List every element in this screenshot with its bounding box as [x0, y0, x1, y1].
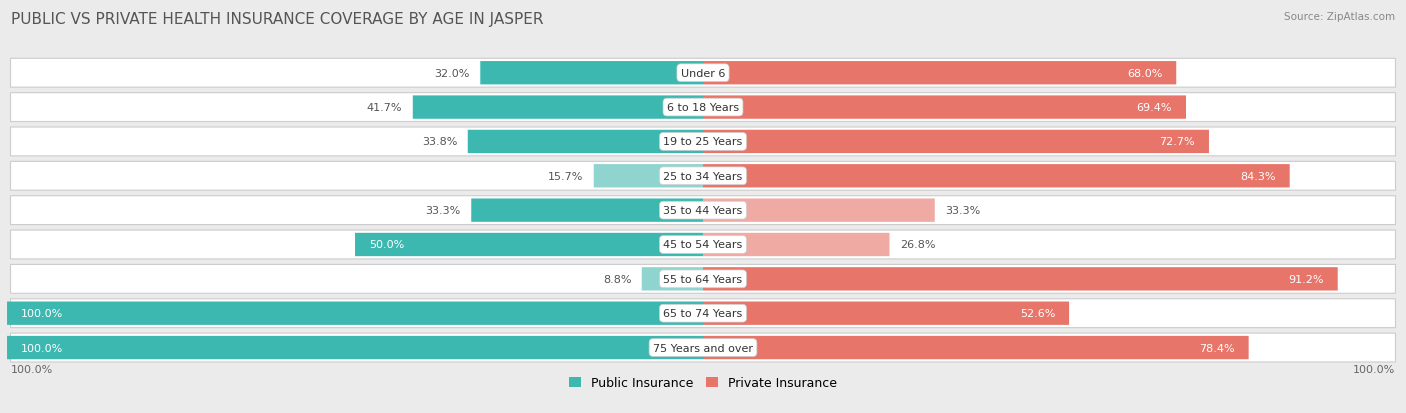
Text: 72.7%: 72.7% [1160, 137, 1195, 147]
FancyBboxPatch shape [10, 265, 1396, 294]
Text: 25 to 34 Years: 25 to 34 Years [664, 171, 742, 181]
Text: 50.0%: 50.0% [368, 240, 404, 250]
FancyBboxPatch shape [7, 336, 703, 359]
Text: 35 to 44 Years: 35 to 44 Years [664, 206, 742, 216]
Text: 33.8%: 33.8% [422, 137, 457, 147]
FancyBboxPatch shape [703, 62, 1177, 85]
Text: 33.3%: 33.3% [426, 206, 461, 216]
Text: 6 to 18 Years: 6 to 18 Years [666, 103, 740, 113]
Text: 15.7%: 15.7% [548, 171, 583, 181]
FancyBboxPatch shape [703, 268, 1337, 291]
Text: 55 to 64 Years: 55 to 64 Years [664, 274, 742, 284]
Text: 100.0%: 100.0% [1353, 364, 1396, 374]
Text: PUBLIC VS PRIVATE HEALTH INSURANCE COVERAGE BY AGE IN JASPER: PUBLIC VS PRIVATE HEALTH INSURANCE COVER… [11, 12, 544, 27]
FancyBboxPatch shape [10, 299, 1396, 328]
FancyBboxPatch shape [10, 128, 1396, 157]
FancyBboxPatch shape [471, 199, 703, 222]
Text: 33.3%: 33.3% [945, 206, 980, 216]
FancyBboxPatch shape [703, 199, 935, 222]
FancyBboxPatch shape [641, 268, 703, 291]
FancyBboxPatch shape [481, 62, 703, 85]
Text: 19 to 25 Years: 19 to 25 Years [664, 137, 742, 147]
Legend: Public Insurance, Private Insurance: Public Insurance, Private Insurance [564, 372, 842, 394]
Text: Under 6: Under 6 [681, 69, 725, 78]
FancyBboxPatch shape [10, 196, 1396, 225]
Text: 26.8%: 26.8% [900, 240, 935, 250]
Text: Source: ZipAtlas.com: Source: ZipAtlas.com [1284, 12, 1395, 22]
FancyBboxPatch shape [468, 131, 703, 154]
Text: 75 Years and over: 75 Years and over [652, 343, 754, 353]
Text: 100.0%: 100.0% [10, 364, 53, 374]
Text: 52.6%: 52.6% [1019, 309, 1054, 318]
FancyBboxPatch shape [703, 165, 1289, 188]
FancyBboxPatch shape [354, 233, 703, 256]
FancyBboxPatch shape [10, 59, 1396, 88]
FancyBboxPatch shape [703, 131, 1209, 154]
Text: 100.0%: 100.0% [21, 343, 63, 353]
Text: 91.2%: 91.2% [1288, 274, 1324, 284]
Text: 45 to 54 Years: 45 to 54 Years [664, 240, 742, 250]
Text: 65 to 74 Years: 65 to 74 Years [664, 309, 742, 318]
Text: 32.0%: 32.0% [434, 69, 470, 78]
FancyBboxPatch shape [10, 230, 1396, 259]
FancyBboxPatch shape [593, 165, 703, 188]
FancyBboxPatch shape [10, 93, 1396, 122]
Text: 68.0%: 68.0% [1128, 69, 1163, 78]
FancyBboxPatch shape [10, 162, 1396, 191]
Text: 78.4%: 78.4% [1199, 343, 1234, 353]
Text: 69.4%: 69.4% [1136, 103, 1173, 113]
FancyBboxPatch shape [703, 302, 1069, 325]
FancyBboxPatch shape [413, 96, 703, 119]
FancyBboxPatch shape [703, 96, 1187, 119]
Text: 100.0%: 100.0% [21, 309, 63, 318]
Text: 41.7%: 41.7% [367, 103, 402, 113]
Text: 8.8%: 8.8% [603, 274, 631, 284]
Text: 84.3%: 84.3% [1240, 171, 1275, 181]
FancyBboxPatch shape [703, 233, 890, 256]
FancyBboxPatch shape [703, 336, 1249, 359]
FancyBboxPatch shape [10, 333, 1396, 362]
FancyBboxPatch shape [7, 302, 703, 325]
